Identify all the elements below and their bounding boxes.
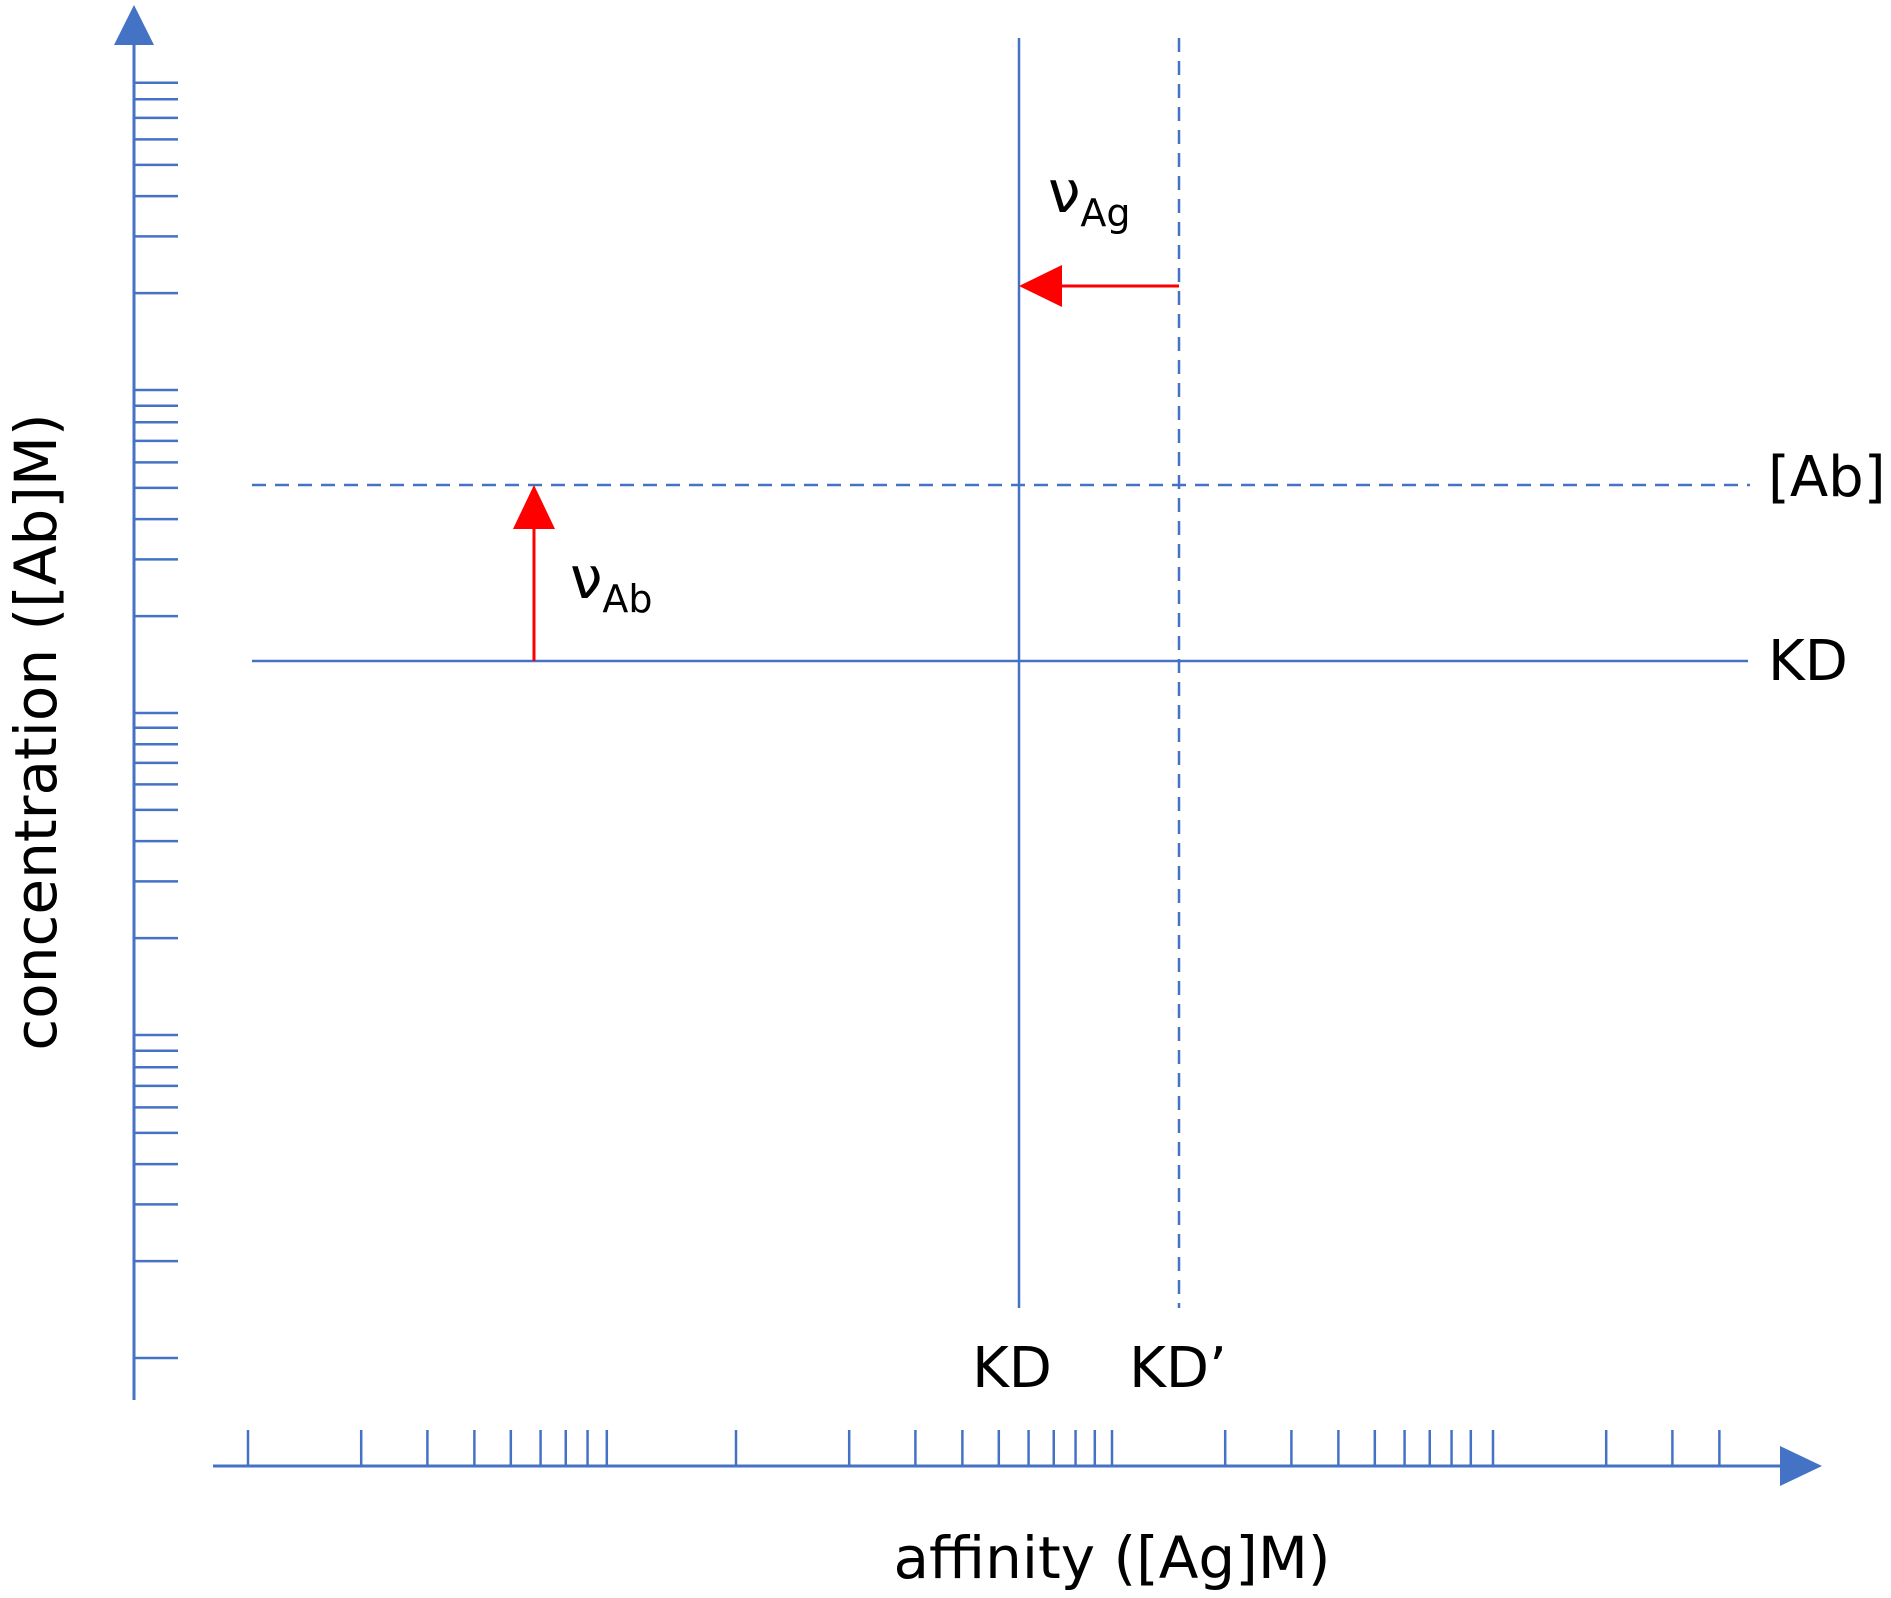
v-ag-label: νAg [1048, 158, 1131, 235]
y-axis-title: concentration ([Ab]M) [2, 413, 70, 1050]
x-axis-arrowhead [1780, 1446, 1822, 1486]
x-axis-title: affinity ([Ag]M) [893, 1524, 1330, 1592]
kd-prime-label: KD’ [1129, 1336, 1227, 1401]
v-ab-label: νAb [570, 544, 653, 621]
v-ab-arrowhead [513, 485, 555, 529]
kd-horizontal-label: KD [1768, 629, 1848, 694]
ab-line-label: [Ab] [1768, 445, 1886, 510]
y-axis-ticks [134, 81, 178, 1360]
v-ab-symbol: ν [570, 544, 602, 612]
v-ag-arrowhead [1019, 265, 1062, 307]
x-axis-ticks [246, 1430, 1721, 1466]
kd-vertical-label: KD [972, 1336, 1052, 1401]
v-ag-subscript: Ag [1080, 191, 1130, 235]
y-axis-arrowhead [114, 5, 154, 45]
v-ag-symbol: ν [1048, 158, 1080, 226]
v-ab-subscript: Ab [602, 577, 652, 621]
